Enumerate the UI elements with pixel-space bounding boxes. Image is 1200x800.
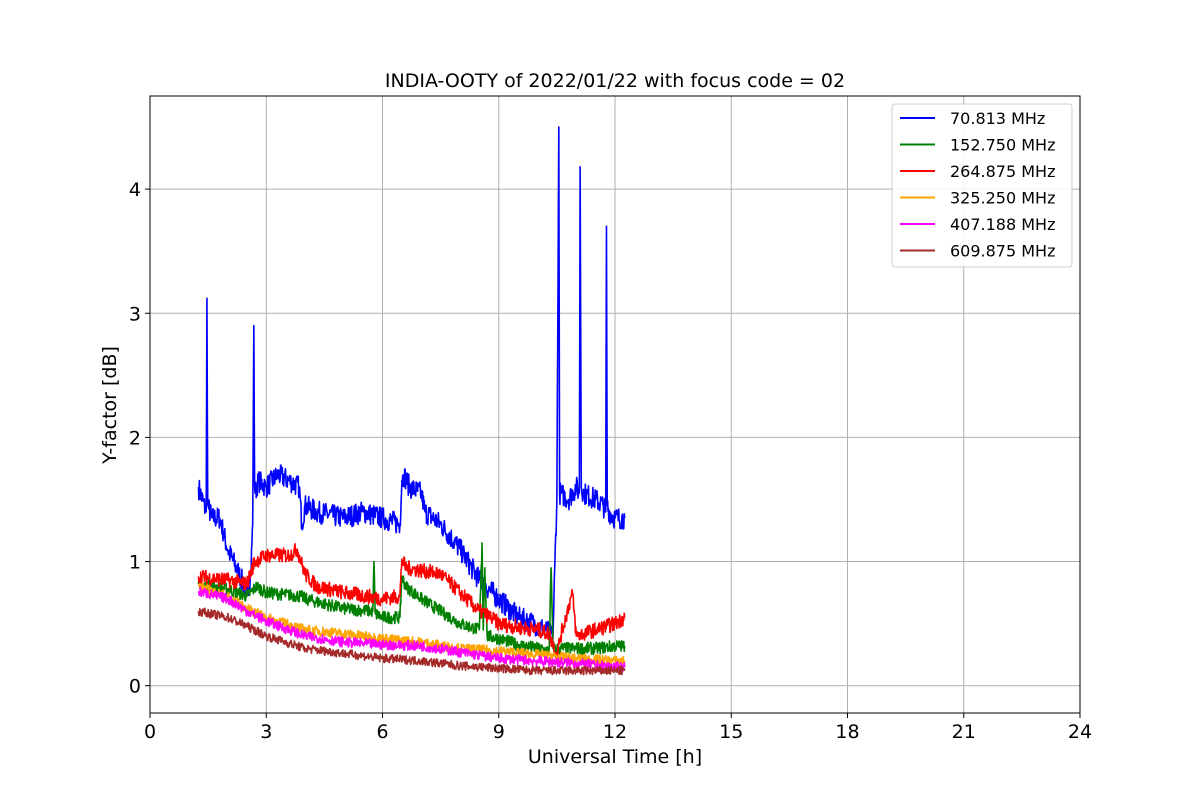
x-tick-label: 12	[603, 721, 627, 743]
legend-label-3: 325.250 MHz	[950, 189, 1055, 208]
legend-box	[891, 103, 1073, 268]
y-tick-label: 1	[129, 552, 141, 574]
x-tick-label: 9	[493, 721, 505, 743]
y-axis-label: Y-factor [dB]	[99, 346, 121, 465]
chart-title: INDIA-OOTY of 2022/01/22 with focus code…	[385, 70, 845, 92]
legend-label-2: 264.875 MHz	[950, 162, 1055, 181]
x-tick-label: 21	[952, 721, 976, 743]
y-tick-label: 4	[129, 179, 141, 201]
y-tick-label: 0	[129, 676, 141, 698]
legend-label-1: 152.750 MHz	[950, 136, 1055, 155]
legend-label-4: 407.188 MHz	[950, 215, 1055, 234]
y-tick-label: 3	[129, 303, 141, 325]
x-tick-label: 24	[1068, 721, 1092, 743]
series-line-4	[197, 586, 626, 673]
legend-label-0: 70.813 MHz	[950, 109, 1045, 128]
series-line-5	[197, 607, 626, 676]
x-tick-label: 3	[260, 721, 272, 743]
y-tick-label: 2	[129, 427, 141, 449]
x-tick-label: 6	[376, 721, 388, 743]
series-lines	[197, 126, 626, 676]
x-axis-label: Universal Time [h]	[528, 746, 702, 768]
x-tick-label: 18	[835, 721, 859, 743]
legend: 70.813 MHz 152.750 MHz 264.875 MHz 325.250 …	[891, 103, 1073, 268]
x-tick-label: 0	[144, 721, 156, 743]
legend-label-5: 609.875 MHz	[950, 242, 1055, 261]
series-line-0	[197, 126, 626, 644]
x-tick-label: 15	[719, 721, 743, 743]
